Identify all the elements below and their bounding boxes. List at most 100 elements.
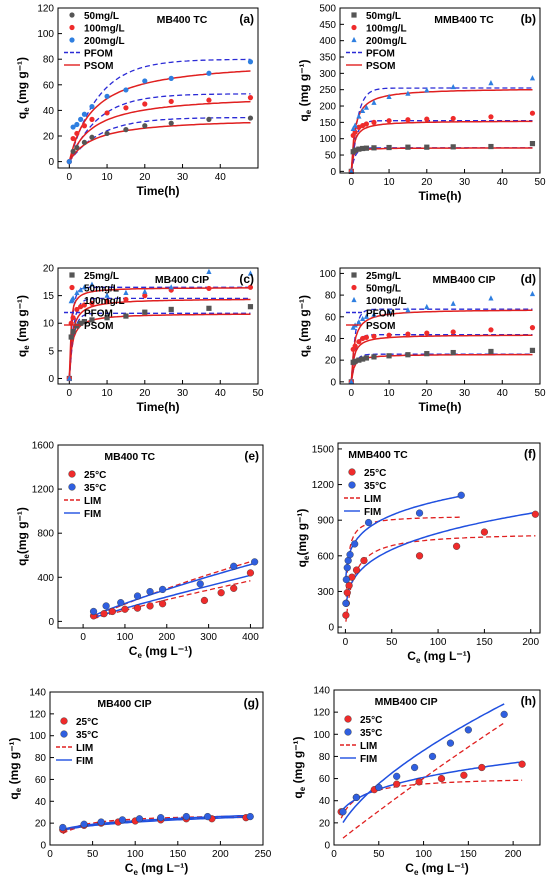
y-axis-title: qe (mg g⁻¹) xyxy=(297,295,313,357)
legend-marker xyxy=(344,715,352,723)
legend-label: LIM xyxy=(364,494,381,505)
data-point xyxy=(70,148,76,154)
fit-curve-pfom-2 xyxy=(350,87,533,172)
fit-curve-psom-0 xyxy=(350,147,533,172)
fit-curve-psom-1 xyxy=(350,334,533,382)
data-point xyxy=(346,551,354,559)
chart-title: MMB400 CIP xyxy=(432,274,495,286)
data-point xyxy=(352,147,358,153)
data-point xyxy=(488,143,494,150)
data-point xyxy=(80,820,88,828)
plot-frame xyxy=(337,442,541,634)
y-axis-title-main: q xyxy=(295,560,309,567)
data-point xyxy=(81,302,88,308)
data-point xyxy=(123,105,129,111)
y-tick-label: 60 xyxy=(35,775,47,786)
chart-title: MB400 CIP xyxy=(155,274,209,286)
y-axis-title-main: q xyxy=(15,350,29,357)
x-tick-label: 0 xyxy=(67,172,73,183)
legend-marker xyxy=(69,296,75,303)
data-point xyxy=(529,140,536,147)
data-point xyxy=(415,778,423,786)
x-tick-label: 100 xyxy=(415,849,432,860)
x-tick-label: 300 xyxy=(200,632,217,643)
x-axis-title: Ce (mg L⁻¹) xyxy=(129,644,192,660)
data-point xyxy=(247,284,254,290)
x-axis-title-sub: e xyxy=(137,651,142,660)
data-point xyxy=(488,114,494,120)
y-axis-title: qe (mg g⁻¹) xyxy=(7,737,23,799)
data-point xyxy=(531,510,539,518)
y-tick-label: 350 xyxy=(319,53,336,64)
fit-curve-fim-0 xyxy=(345,511,536,606)
legend-label: PSOM xyxy=(84,61,113,72)
data-point xyxy=(356,357,362,363)
data-point xyxy=(123,289,129,295)
legend-label: LIM xyxy=(360,741,377,752)
legend-label: LIM xyxy=(84,496,101,507)
data-point xyxy=(142,288,148,294)
y-axis-title: qe(mg g⁻¹) xyxy=(15,507,31,566)
legend-marker xyxy=(60,730,68,738)
data-point xyxy=(157,814,165,822)
y-tick-label: 40 xyxy=(325,334,337,345)
x-tick-label: 20 xyxy=(139,388,151,399)
data-point xyxy=(529,347,536,353)
y-tick-label: 300 xyxy=(319,69,336,80)
plot-frame xyxy=(57,267,259,385)
data-point xyxy=(133,592,142,600)
data-point xyxy=(81,139,88,145)
data-point xyxy=(529,325,536,331)
data-point xyxy=(70,135,76,142)
x-tick-label: 200 xyxy=(158,632,175,643)
y-axis-title-sub: e xyxy=(298,786,307,791)
chart-title: MMB400 TC xyxy=(434,14,494,26)
legend-label: 35°C xyxy=(76,730,98,741)
panel-label: (e) xyxy=(244,449,259,463)
data-point xyxy=(360,145,366,152)
legend-label: 35°C xyxy=(364,481,386,492)
x-tick-label: 50 xyxy=(252,388,264,399)
legend-label: PSOM xyxy=(366,61,395,72)
y-tick-label: 50 xyxy=(325,151,337,162)
panel-label: (g) xyxy=(244,696,259,710)
y-tick-label: 0 xyxy=(48,374,54,385)
x-tick-label: 40 xyxy=(497,177,509,188)
data-point xyxy=(363,334,370,340)
data-point xyxy=(158,585,167,594)
panel-g: 0 50 100 150 200 250 0 20 40 60 80 100 120 140 Ce (mg … xyxy=(7,688,272,878)
data-point xyxy=(352,358,358,364)
data-point xyxy=(104,298,110,304)
data-point xyxy=(386,353,392,359)
data-point xyxy=(206,305,212,311)
panel-e: 0 100 200 300 400 0 400 800 1200 1600 Ce (mg L⁻¹) q… xyxy=(15,441,264,660)
data-point xyxy=(450,83,456,90)
data-point xyxy=(196,580,204,588)
plot-frame xyxy=(339,267,541,385)
data-point xyxy=(81,318,88,325)
x-tick-label: 0 xyxy=(343,637,349,648)
data-point xyxy=(89,317,95,323)
data-point xyxy=(529,110,536,116)
legend-marker xyxy=(351,272,357,278)
data-point xyxy=(529,75,536,81)
chart-title: MB400 TC xyxy=(157,14,208,26)
data-point xyxy=(363,313,370,319)
x-tick-label: 0 xyxy=(349,388,355,399)
y-axis-title-main: q xyxy=(15,559,29,566)
x-tick-label: 100 xyxy=(127,849,144,860)
data-point xyxy=(100,610,108,618)
data-point xyxy=(371,145,377,151)
legend-label: 100mg/L xyxy=(366,296,407,307)
legend-label: PFOM xyxy=(366,309,395,320)
data-point xyxy=(74,144,80,151)
data-point xyxy=(123,296,129,303)
x-tick-label: 10 xyxy=(101,172,113,183)
legend-label: 50mg/L xyxy=(84,11,119,22)
y-tick-label: 40 xyxy=(319,796,331,807)
y-axis-title-unit: (mg g⁻¹) xyxy=(15,57,29,107)
panel-label: (a) xyxy=(239,12,254,26)
chart-title: MMB400 CIP xyxy=(375,696,438,708)
y-axis-title-unit: (mg g⁻¹) xyxy=(15,507,29,554)
